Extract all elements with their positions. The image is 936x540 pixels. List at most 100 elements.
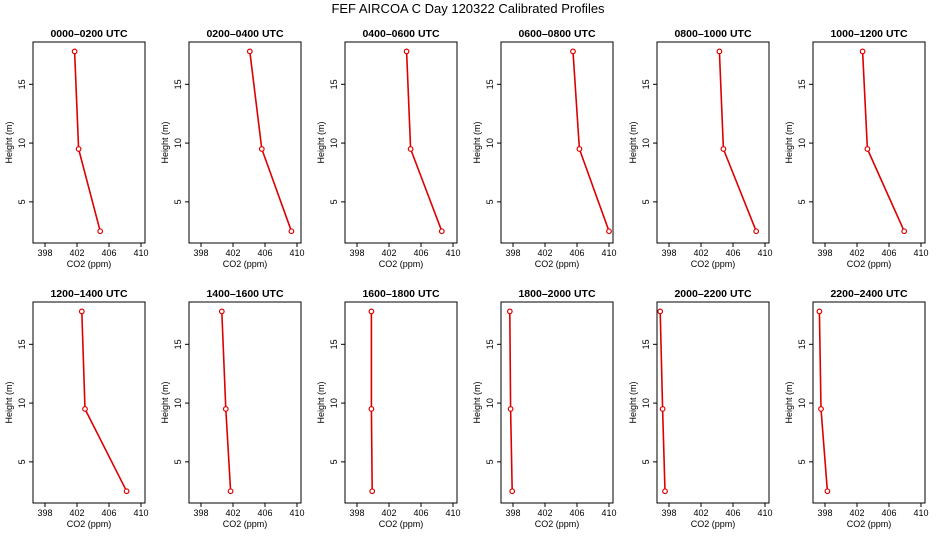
y-tick-label: 10: [485, 398, 495, 408]
profile-panel: 2200–2400 UTC 398 402 406 410 5 10 15 CO2 (ppm) H…: [784, 288, 929, 529]
y-axis-label: Height (m): [472, 381, 482, 423]
profile-panel: 0800–1000 UTC 398 402 406 410 5 10 15 CO2 (ppm) H…: [628, 28, 773, 269]
x-tick-label: 410: [133, 248, 148, 258]
y-tick-label: 15: [641, 339, 651, 349]
y-axis-label: Height (m): [472, 121, 482, 163]
y-tick-label: 10: [17, 138, 27, 148]
plot-frame: [344, 41, 458, 244]
profile-line: [405, 51, 443, 232]
x-tick-label: 406: [257, 248, 272, 258]
y-tick-label: 5: [485, 459, 495, 464]
y-tick-label: 10: [797, 398, 807, 408]
x-tick-label: 402: [225, 508, 240, 518]
x-tick-label: 402: [693, 508, 708, 518]
data-point: [753, 228, 760, 235]
x-tick-label: 398: [505, 248, 520, 258]
profile-panel: 0200–0400 UTC 398 402 406 410 5 10 15 CO2 (ppm) H…: [160, 28, 305, 269]
y-tick-label: 10: [173, 398, 183, 408]
x-tick-label: 410: [289, 248, 304, 258]
plot-frame: [656, 301, 770, 504]
y-axis-label: Height (m): [784, 121, 794, 163]
panel-title: 0600–0800 UTC: [518, 28, 595, 40]
data-point: [368, 308, 375, 315]
x-tick-label: 398: [349, 248, 364, 258]
y-axis-label: Height (m): [628, 121, 638, 163]
data-point: [662, 488, 668, 495]
profile-line: [249, 51, 293, 232]
data-point: [97, 228, 104, 235]
y-tick-label: 10: [797, 138, 807, 148]
data-point: [258, 146, 265, 152]
y-tick-label: 10: [641, 398, 651, 408]
x-tick-label: 402: [537, 248, 552, 258]
profile-panel: 0000–0200 UTC 398 402 406 410 5 10 15 CO2 (ppm) H…: [4, 28, 149, 269]
x-tick-label: 402: [849, 248, 864, 258]
y-tick-label: 10: [485, 138, 495, 148]
y-tick-label: 5: [17, 199, 27, 204]
panel-title: 0800–1000 UTC: [674, 28, 751, 40]
y-tick-label: 15: [797, 79, 807, 89]
y-axis-label: Height (m): [628, 381, 638, 423]
x-tick-label: 410: [913, 508, 928, 518]
y-tick-label: 5: [797, 199, 807, 204]
profile-line: [861, 51, 905, 232]
data-point: [864, 146, 871, 152]
plot-frame: [32, 301, 146, 504]
profile-panel: 1600–1800 UTC 398 402 406 410 5 10 15 CO2 (ppm) H…: [316, 288, 461, 529]
data-point: [222, 406, 229, 412]
panel-title: 1600–1800 UTC: [362, 288, 439, 300]
x-tick-label: 402: [225, 248, 240, 258]
x-axis-label: CO2 (ppm): [847, 259, 892, 269]
data-point: [369, 488, 376, 495]
x-tick-label: 398: [661, 508, 676, 518]
plot-frame: [32, 41, 146, 244]
data-point: [657, 308, 664, 315]
plot-frame: [812, 301, 926, 504]
y-tick-label: 15: [329, 79, 339, 89]
x-tick-label: 398: [193, 248, 208, 258]
y-tick-label: 10: [329, 138, 339, 148]
data-point: [859, 48, 866, 55]
data-point: [407, 146, 414, 152]
y-tick-label: 5: [485, 199, 495, 204]
profile-line: [818, 311, 829, 492]
profile-panel: 0400–0600 UTC 398 402 406 410 5 10 15 CO2 (ppm) H…: [316, 28, 461, 269]
y-tick-label: 5: [173, 199, 183, 204]
plot-frame: [500, 301, 614, 504]
x-axis-label: CO2 (ppm): [691, 259, 736, 269]
y-axis-label: Height (m): [160, 121, 170, 163]
plot-frame: [500, 41, 614, 244]
data-point: [227, 488, 234, 495]
data-point: [576, 146, 583, 152]
data-point: [75, 146, 82, 152]
x-tick-label: 406: [725, 508, 740, 518]
x-tick-label: 398: [817, 508, 832, 518]
data-point: [507, 406, 514, 412]
x-tick-label: 410: [133, 508, 148, 518]
x-tick-label: 398: [817, 248, 832, 258]
y-tick-label: 10: [641, 138, 651, 148]
x-axis-label: CO2 (ppm): [223, 519, 268, 529]
x-tick-label: 410: [445, 508, 460, 518]
profile-line: [81, 311, 128, 492]
panel-title: 0000–0200 UTC: [50, 28, 127, 40]
y-tick-label: 15: [17, 339, 27, 349]
x-axis-label: CO2 (ppm): [535, 519, 580, 529]
x-tick-label: 402: [849, 508, 864, 518]
data-point: [901, 228, 908, 235]
x-tick-label: 406: [257, 508, 272, 518]
y-tick-label: 15: [17, 79, 27, 89]
profile-line: [509, 311, 513, 492]
y-tick-label: 5: [641, 199, 651, 204]
x-tick-label: 406: [881, 508, 896, 518]
y-axis-label: Height (m): [4, 121, 14, 163]
panel-title: 0400–0600 UTC: [362, 28, 439, 40]
panel-title: 1800–2000 UTC: [518, 288, 595, 300]
x-tick-label: 410: [913, 248, 928, 258]
data-point: [403, 48, 410, 55]
y-axis-label: Height (m): [316, 121, 326, 163]
profile-panel: 1000–1200 UTC 398 402 406 410 5 10 15 CO2 (ppm) H…: [784, 28, 929, 269]
panel-title: 1200–1400 UTC: [50, 288, 127, 300]
y-tick-label: 10: [329, 398, 339, 408]
